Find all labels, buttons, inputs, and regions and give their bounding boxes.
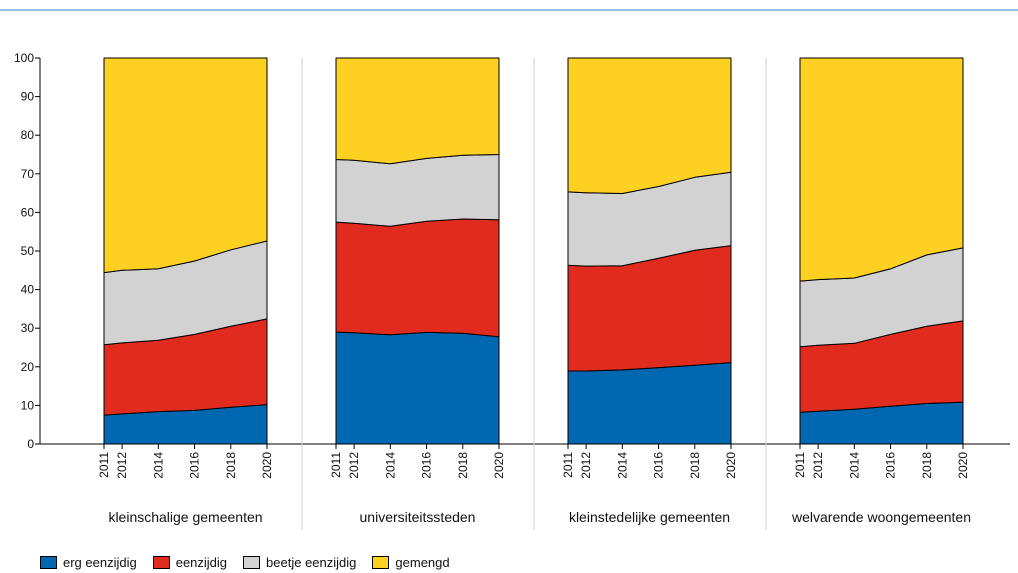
y-axis: 0 10 20 30 40 50 60 70 80 90 100 [14,51,41,451]
y-tick-label: 30 [21,321,35,335]
x-axis: 2011 2012 2014 2016 2018 2020 kleinschalige ge… [40,58,1010,530]
x-tick-label: 2011 [793,452,807,478]
plot-panels [103,57,964,445]
panel-label: kleinstedelijke gemeenten [569,509,730,525]
y-tick-label: 0 [27,437,34,451]
area-gemengd [567,57,732,194]
x-tick-label: 2016 [188,452,202,479]
y-tick-label: 80 [21,128,35,142]
y-tick-label: 70 [21,167,35,181]
legend-label: gemengd [395,555,450,570]
panel-label: kleinschalige gemeenten [108,509,262,525]
x-tick-label: 2014 [847,452,861,479]
y-tick-label: 40 [21,283,35,297]
legend-label: eenzijdig [175,555,228,570]
y-tick-label: 90 [21,90,35,104]
x-tick-label: 2012 [115,452,129,479]
y-tick-label: 50 [21,244,35,258]
x-tick-label: 2020 [492,452,506,479]
x-tick-label: 2014 [615,452,629,479]
area-eenzijdig [335,218,500,338]
panel-label: welvarende woongemeenten [791,509,971,525]
panel-label: universiteitssteden [360,509,476,525]
y-tick-label: 10 [21,398,35,412]
panel-universiteitssteden [335,57,500,445]
area-gemengd [799,57,964,282]
legend-item-erg-eenzijdig: erg eenzijdig [40,555,137,570]
x-tick-label: 2020 [724,452,738,479]
x-tick-label: 2012 [347,452,361,479]
x-tick-label: 2020 [956,452,970,479]
x-tick-label: 2018 [456,452,470,479]
legend-item-eenzijdig: eenzijdig [152,555,228,570]
x-tick-label: 2014 [151,452,165,479]
legend-swatch [152,556,170,569]
legend-swatch [372,556,390,569]
legend-swatch [243,556,261,569]
y-tick-label: 100 [14,51,34,65]
area-gemengd [103,57,268,274]
x-tick-label: 2016 [420,452,434,479]
legend-item-gemengd: gemengd [372,555,450,570]
y-tick-label: 20 [21,360,35,374]
legend-label: beetje eenzijdig [266,555,357,570]
area-gemengd [335,57,500,165]
panel-kleinschalige-gemeenten [103,57,268,445]
x-tick-label: 2011 [97,452,111,478]
x-tick-label: 2018 [688,452,702,479]
legend-label: erg eenzijdig [63,555,137,570]
panel-welvarende-woongemeenten [799,57,964,445]
legend-item-beetje-eenzijdig: beetje eenzijdig [243,555,356,570]
x-tick-label: 2018 [224,452,238,479]
x-tick-label: 2011 [561,452,575,478]
panel-kleinstedelijke-gemeenten [567,57,732,445]
x-tick-label: 2016 [652,452,666,479]
x-tick-label: 2014 [383,452,397,479]
area-erg-eenzijdig [335,331,500,445]
x-tick-label: 2012 [579,452,593,479]
area-beetje-eenzijdig [335,154,500,227]
legend: erg eenzijdig eenzijdig beetje eenzijdig… [40,555,466,570]
y-tick-label: 60 [21,205,35,219]
legend-swatch [40,556,57,569]
x-tick-label: 2018 [920,452,934,479]
area-erg-eenzijdig [567,362,732,445]
x-tick-label: 2012 [811,452,825,479]
x-tick-label: 2011 [329,452,343,478]
x-tick-label: 2016 [884,452,898,479]
x-tick-label: 2020 [260,452,274,479]
